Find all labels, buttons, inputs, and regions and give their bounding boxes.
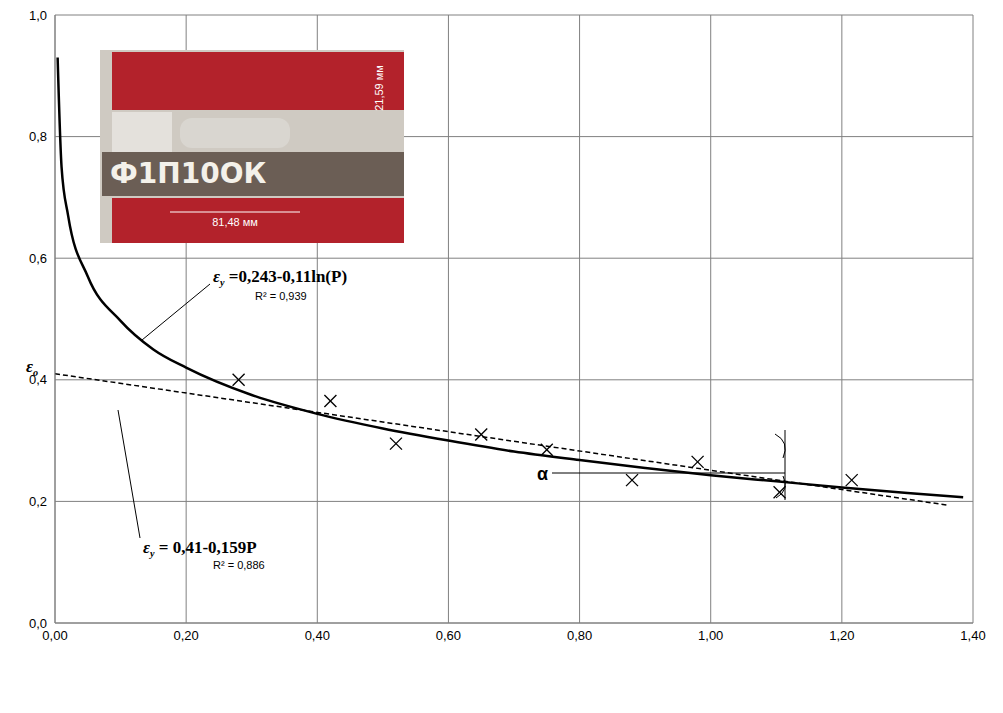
svg-text:εy = 0,41-0,159P: εy = 0,41-0,159P [143, 538, 257, 559]
svg-text:0,0: 0,0 [29, 616, 47, 631]
svg-text:1,00: 1,00 [698, 628, 723, 643]
svg-text:α: α [537, 464, 548, 484]
svg-text:1,20: 1,20 [829, 628, 854, 643]
svg-text:81,48 мм: 81,48 мм [212, 216, 258, 228]
svg-text:1,0: 1,0 [29, 8, 47, 23]
svg-text:Ф1П10ОК: Ф1П10ОК [110, 157, 266, 190]
svg-text:1,40: 1,40 [960, 628, 985, 643]
svg-text:0,8: 0,8 [29, 129, 47, 144]
svg-text:21,59 мм: 21,59 мм [373, 65, 385, 111]
svg-text:R² = 0,886: R² = 0,886 [213, 559, 265, 571]
svg-text:0,00: 0,00 [42, 628, 68, 644]
svg-text:0,20: 0,20 [173, 628, 198, 643]
svg-text:0,6: 0,6 [29, 251, 47, 266]
svg-text:0,60: 0,60 [436, 628, 461, 643]
svg-text:R² = 0,939: R² = 0,939 [255, 290, 307, 302]
svg-text:εy =0,243-0,11ln(P): εy =0,243-0,11ln(P) [213, 267, 347, 288]
svg-text:0,2: 0,2 [29, 494, 47, 509]
svg-text:0,40: 0,40 [305, 628, 330, 643]
svg-text:εo: εo [26, 357, 38, 378]
svg-text:0,4: 0,4 [29, 372, 47, 387]
svg-text:0,80: 0,80 [567, 628, 592, 643]
